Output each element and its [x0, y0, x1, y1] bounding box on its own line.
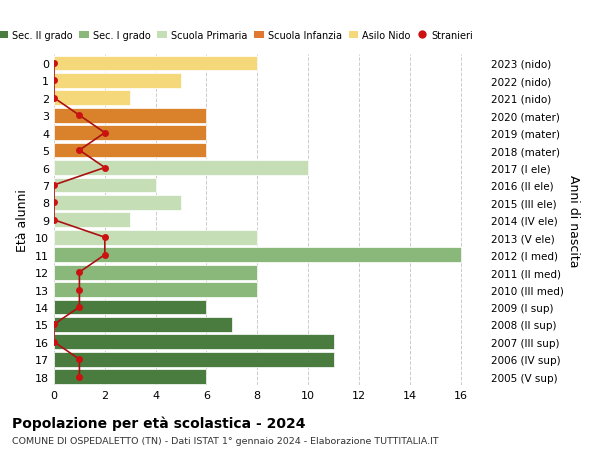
Y-axis label: Età alunni: Età alunni [16, 189, 29, 252]
Bar [54, 335, 334, 349]
Y-axis label: Anni di nascita: Anni di nascita [568, 174, 580, 267]
Bar [54, 248, 461, 263]
Bar [54, 178, 155, 193]
Legend: Sec. II grado, Sec. I grado, Scuola Primaria, Scuola Infanzia, Asilo Nido, Stran: Sec. II grado, Sec. I grado, Scuola Prim… [0, 27, 476, 45]
Bar [54, 91, 130, 106]
Bar [54, 265, 257, 280]
Bar [54, 126, 206, 141]
Bar [54, 213, 130, 228]
Bar [54, 352, 334, 367]
Bar [54, 161, 308, 175]
Text: COMUNE DI OSPEDALETTO (TN) - Dati ISTAT 1° gennaio 2024 - Elaborazione TUTTITALI: COMUNE DI OSPEDALETTO (TN) - Dati ISTAT … [12, 436, 439, 445]
Bar [54, 196, 181, 210]
Bar [54, 282, 257, 297]
Bar [54, 230, 257, 245]
Bar [54, 317, 232, 332]
Bar [54, 56, 257, 71]
Text: Popolazione per età scolastica - 2024: Popolazione per età scolastica - 2024 [12, 415, 305, 430]
Bar [54, 143, 206, 158]
Bar [54, 300, 206, 315]
Bar [54, 74, 181, 89]
Bar [54, 369, 206, 384]
Bar [54, 109, 206, 123]
